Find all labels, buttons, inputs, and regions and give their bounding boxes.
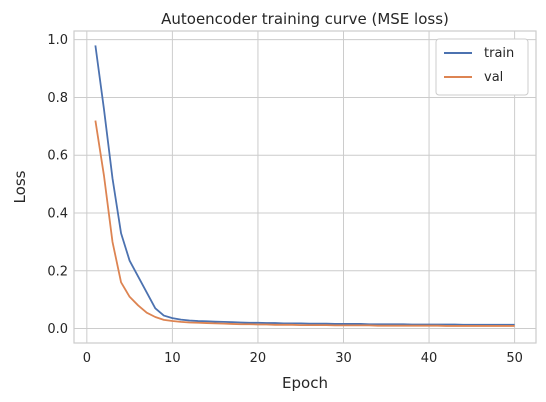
x-tick-label: 50 [506,351,523,366]
chart-title: Autoencoder training curve (MSE loss) [161,10,449,28]
x-tick-label: 0 [83,351,91,366]
y-tick-label: 0.4 [47,207,68,222]
x-tick-label: 30 [335,351,352,366]
y-tick-label: 0.2 [47,264,68,279]
legend-label-train: train [484,46,514,61]
grid [74,31,536,343]
y-tick-label: 0.8 [47,91,68,106]
series-line-train [94,45,515,326]
legend-label-val: val [484,70,503,85]
series-line-val [94,120,515,327]
y-tick-label: 1.0 [47,33,68,48]
plot-frame [73,30,537,344]
x-tick-label: 10 [164,351,181,366]
legend: train val [435,38,529,96]
y-axis-label: Loss [11,170,29,203]
x-tick-label: 40 [421,351,438,366]
tick-labels: 0 10 20 30 40 50 0.0 0.2 0.4 0.6 0.8 1.0 [47,33,523,366]
y-tick-label: 0.0 [47,322,68,337]
y-tick-label: 0.6 [47,149,68,164]
x-axis-label: Epoch [282,374,328,392]
series-layer [94,45,515,327]
x-tick-label: 20 [250,351,267,366]
